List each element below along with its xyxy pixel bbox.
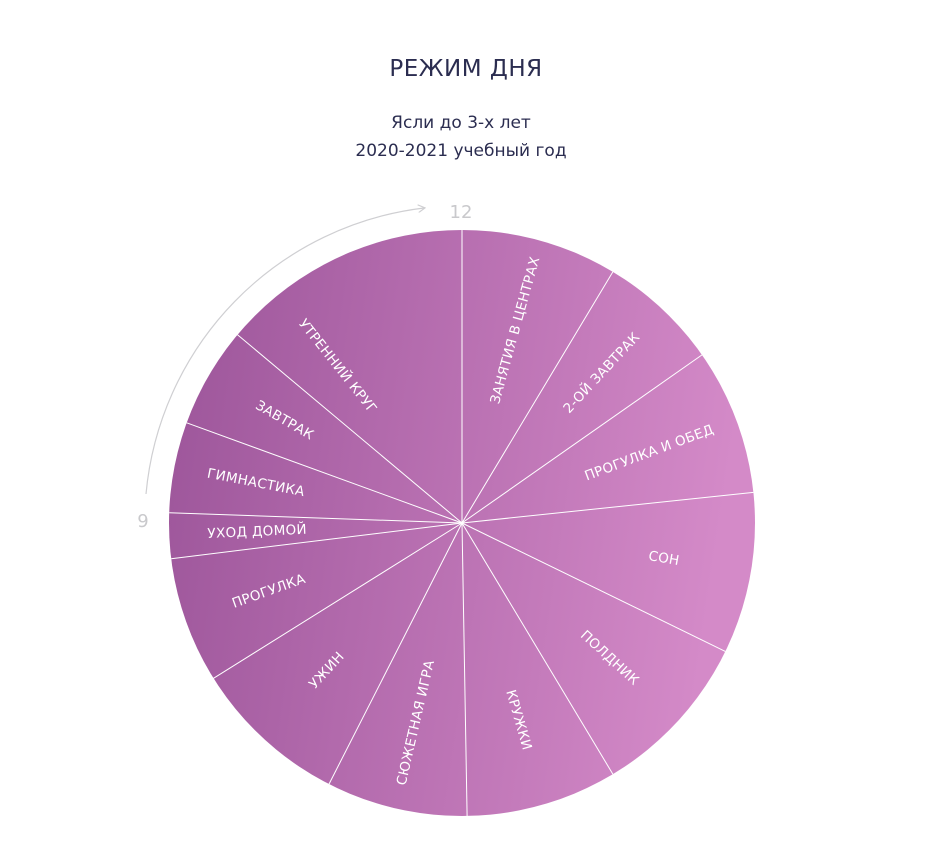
- segment-divider: [186, 422, 463, 524]
- segment-divider: [461, 522, 614, 775]
- clock-arc-arrow: [145, 208, 424, 495]
- segment-label: УХОД ДОМОЙ: [207, 520, 307, 542]
- page-title: РЕЖИМ ДНЯ: [389, 56, 543, 82]
- segment-divider: [461, 522, 726, 652]
- segment-label: СОН: [647, 548, 680, 569]
- segment-divider: [461, 491, 754, 524]
- clock-mark-9: 9: [137, 511, 148, 532]
- subtitle-year: 2020-2021 учебный год: [355, 141, 567, 161]
- clock-mark-12: 12: [450, 202, 473, 223]
- segment-dividers: [169, 230, 754, 817]
- segment-divider: [461, 354, 703, 524]
- segment-divider: [461, 271, 614, 524]
- segment-divider: [328, 522, 463, 785]
- segment-divider: [169, 512, 463, 524]
- segment-divider: [171, 522, 463, 560]
- segment-divider: [461, 522, 468, 817]
- subtitle-group: Ясли до 3-х лет: [391, 113, 531, 133]
- segment-divider: [213, 522, 463, 679]
- segment-divider: [237, 334, 463, 524]
